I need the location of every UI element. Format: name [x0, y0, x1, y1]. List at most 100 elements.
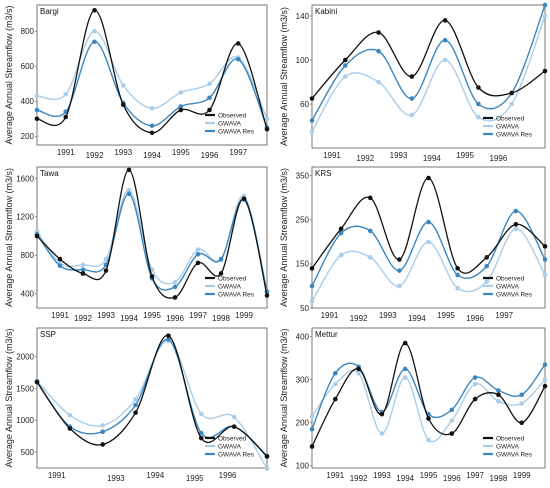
data-point-gwava-res: [496, 388, 501, 393]
data-point-observed: [509, 90, 515, 96]
data-point-gwava-res: [409, 96, 415, 101]
data-point-gwava: [126, 187, 132, 193]
data-point-gwava: [207, 81, 212, 87]
y-tick-label: 50: [300, 304, 309, 313]
x-tick-label: 1996: [466, 314, 484, 323]
plot-frame: [311, 166, 546, 309]
y-tick-label: 800: [21, 251, 35, 260]
data-point-observed: [172, 295, 178, 300]
x-tick-label: 1994: [396, 474, 414, 483]
data-point-gwava-res: [542, 2, 548, 8]
data-point-gwava-res: [235, 56, 241, 62]
data-point-gwava-res: [166, 337, 171, 342]
x-tick-label: 1995: [172, 148, 190, 157]
data-point-gwava: [133, 396, 138, 402]
panel-title: Bargi: [40, 7, 59, 16]
x-tick-label: 1995: [143, 311, 161, 320]
data-point-gwava-res: [92, 39, 97, 45]
data-point-gwava-res: [80, 267, 86, 272]
data-point-gwava-res: [426, 219, 431, 225]
data-point-observed: [449, 431, 455, 436]
y-axis-label: Average Annual Streamflow (m3/s): [4, 168, 14, 307]
x-tick-label: 1994: [408, 314, 426, 323]
data-point-gwava: [80, 262, 86, 268]
data-point-observed: [218, 271, 224, 276]
data-point-gwava: [542, 272, 548, 278]
data-point-observed: [426, 175, 431, 181]
data-point-gwava: [402, 375, 408, 380]
data-point-gwava-res: [309, 283, 315, 289]
y-tick-label: 1000: [16, 416, 34, 425]
data-point-observed: [264, 293, 270, 298]
x-tick-label: 1998: [490, 474, 508, 483]
x-tick-label: 1991: [57, 148, 75, 157]
data-point-observed: [235, 41, 241, 46]
data-point-gwava-res: [172, 284, 178, 290]
y-tick-label: 800: [21, 27, 35, 36]
y-tick-label: 60: [300, 100, 309, 109]
data-point-gwava: [519, 401, 524, 406]
data-point-gwava-res: [476, 101, 481, 107]
x-tick-label: 1991: [51, 311, 69, 320]
series-line-observed: [311, 177, 546, 274]
x-tick-label: 1993: [107, 474, 125, 483]
plot-frame: [36, 4, 268, 146]
data-point-observed: [379, 411, 385, 417]
x-tick-label: 1995: [456, 151, 474, 160]
series-line-gwava: [36, 30, 268, 120]
data-point-gwava: [342, 74, 348, 79]
data-point-gwava-res: [178, 104, 184, 109]
data-point-gwava: [426, 239, 431, 245]
legend-label-observed: Observed: [496, 115, 525, 122]
data-point-gwava: [542, 377, 548, 382]
data-point-gwava: [449, 418, 455, 423]
y-tick-label: 100: [296, 56, 310, 65]
y-tick-label: 150: [296, 260, 310, 269]
data-point-observed: [126, 167, 132, 173]
data-point-gwava-res: [542, 362, 548, 367]
data-point-gwava: [496, 398, 501, 404]
x-tick-label: 1997: [229, 148, 247, 157]
data-point-observed: [338, 226, 344, 231]
y-tick-label: 1200: [16, 213, 34, 222]
data-point-observed: [442, 18, 448, 23]
data-point-observed: [542, 383, 548, 389]
data-point-gwava-res: [149, 123, 155, 129]
data-point-observed: [149, 274, 155, 279]
y-tick-label: 140: [296, 12, 310, 21]
y-tick-label: 200: [21, 132, 35, 141]
data-point-observed: [367, 195, 373, 201]
data-point-gwava: [231, 414, 237, 420]
y-tick-label: 400: [296, 332, 310, 341]
x-tick-label: 1991: [48, 471, 66, 480]
x-tick-label: 1999: [235, 311, 253, 320]
x-tick-label: 1996: [201, 151, 219, 160]
y-tick-label: 200: [296, 419, 310, 428]
data-point-gwava-res: [333, 370, 338, 376]
data-point-gwava: [198, 411, 204, 417]
plot-frame: [36, 327, 268, 469]
legend-label-gwava: GWAVA: [218, 283, 242, 290]
data-point-gwava-res: [367, 228, 373, 234]
data-point-gwava: [309, 414, 315, 419]
data-point-observed: [34, 233, 40, 239]
x-tick-label: 1994: [423, 154, 441, 163]
data-point-observed: [92, 7, 97, 13]
legend-label-gwava: GWAVA: [218, 443, 242, 450]
y-axis-label: Average Annual Streamflow (m3/s): [4, 6, 14, 145]
data-point-gwava-res: [442, 37, 448, 43]
plot-frame: [311, 327, 546, 469]
data-point-gwava: [195, 247, 201, 252]
data-point-gwava-res: [218, 256, 224, 262]
data-point-observed: [195, 260, 201, 266]
y-tick-label: 400: [21, 97, 35, 106]
data-point-observed: [80, 271, 86, 276]
data-point-observed: [34, 379, 40, 385]
data-point-gwava: [367, 255, 373, 260]
x-tick-label: 1993: [97, 311, 115, 320]
data-point-gwava-res: [309, 118, 315, 123]
x-tick-label: 1997: [495, 311, 513, 320]
data-point-observed: [309, 266, 315, 271]
data-point-gwava: [455, 285, 460, 291]
x-tick-label: 1994: [120, 314, 138, 323]
